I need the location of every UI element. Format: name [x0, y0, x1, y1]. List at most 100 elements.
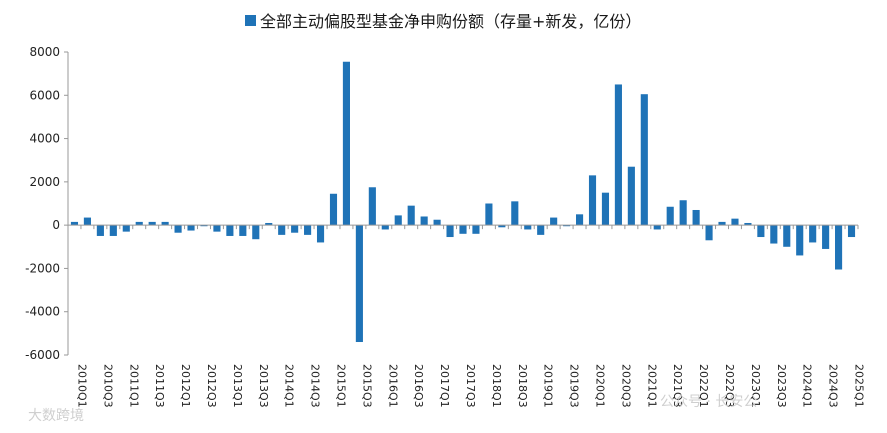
y-tick-label: 4000 — [29, 132, 60, 146]
bar — [109, 225, 117, 236]
bar — [731, 218, 739, 226]
bar — [588, 175, 597, 226]
bar — [744, 222, 752, 226]
y-axis: 8000 6000 4000 2000 0 -2000 -4000 -6000 — [25, 45, 69, 362]
x-tick-label: 2014Q3 — [309, 364, 322, 408]
bar — [614, 84, 622, 226]
x-tick-label: 2019Q1 — [542, 364, 555, 408]
bar — [524, 225, 532, 230]
x-tick-label: 2024Q3 — [827, 364, 840, 408]
bar — [809, 225, 817, 243]
watermark-right: 公众号 · 长安公 — [660, 394, 757, 410]
x-tick-label: 2020Q3 — [619, 364, 632, 408]
bar — [239, 225, 247, 236]
bar — [485, 203, 493, 226]
y-tick-label: 6000 — [29, 88, 60, 102]
x-tick-label: 2018Q1 — [490, 364, 503, 408]
x-tick-label: 2023Q1 — [749, 364, 762, 408]
x-tick-label: 2019Q3 — [568, 364, 581, 408]
legend-swatch — [245, 15, 256, 26]
bar — [770, 225, 778, 244]
bar — [96, 225, 104, 236]
bar — [601, 192, 610, 226]
watermark: 大数跨境 公众号 · 长安公 — [28, 394, 757, 424]
y-tick-label: 0 — [52, 218, 60, 232]
x-tick-label: 2014Q1 — [283, 364, 296, 408]
bar — [511, 201, 519, 226]
bar — [705, 225, 713, 241]
bar — [381, 225, 389, 230]
bar — [355, 225, 363, 343]
x-tick-label: 2013Q3 — [257, 364, 270, 408]
bar — [342, 61, 350, 226]
y-tick-label: 8000 — [29, 45, 60, 59]
x-tick-label: 2017Q1 — [438, 364, 451, 408]
x-axis: 2010Q1 2010Q3 2011Q1 2011Q3 2012Q1 2012Q3 2013… — [67, 224, 866, 408]
x-tick-label: 2016Q3 — [412, 364, 425, 408]
bar — [187, 225, 195, 231]
bar — [200, 225, 208, 227]
x-tick-label: 2015Q1 — [334, 364, 347, 408]
bar — [472, 225, 480, 234]
bar — [122, 225, 130, 232]
bar — [640, 94, 648, 226]
x-tick-label: 2012Q3 — [205, 364, 218, 408]
bar — [627, 166, 635, 226]
x-tick-label: 2016Q1 — [386, 364, 399, 408]
bar — [368, 187, 376, 226]
bar — [822, 225, 830, 249]
bar — [783, 225, 791, 247]
x-tick-label: 2017Q3 — [464, 364, 477, 408]
bar — [433, 219, 441, 226]
x-tick-label: 2011Q1 — [127, 364, 140, 408]
bar — [83, 217, 91, 226]
x-tick-label: 2011Q3 — [153, 364, 166, 408]
y-tick-label: 2000 — [29, 175, 60, 189]
legend: 全部主动偏股型基金净申购份额（存量+新发，亿份） — [245, 12, 641, 31]
bar — [316, 225, 325, 243]
bar — [718, 221, 726, 226]
x-tick-label: 2020Q1 — [594, 364, 607, 408]
x-tick-label: 2021Q1 — [645, 364, 658, 408]
bar — [537, 225, 545, 235]
x-tick-label: 2012Q1 — [179, 364, 192, 408]
x-tick-label: 2025Q1 — [853, 364, 866, 408]
bar — [498, 225, 506, 228]
bar — [679, 200, 687, 226]
x-tick-label: 2015Q3 — [360, 364, 373, 408]
y-tick-label: -6000 — [25, 348, 60, 362]
bar — [576, 214, 584, 226]
bar — [757, 225, 765, 238]
bars — [70, 61, 856, 343]
x-tick-label: 2010Q3 — [101, 364, 114, 408]
bar — [278, 225, 286, 235]
bar — [265, 222, 273, 226]
y-tick-label: -2000 — [25, 261, 60, 275]
legend-label: 全部主动偏股型基金净申购份额（存量+新发，亿份） — [260, 12, 641, 31]
bar — [692, 209, 700, 226]
bar — [252, 225, 260, 240]
bar — [407, 205, 415, 226]
y-tick-label: -4000 — [25, 305, 60, 319]
bar — [666, 206, 674, 226]
bar — [135, 221, 143, 226]
bar — [329, 193, 338, 226]
watermark-left: 大数跨境 — [28, 408, 84, 424]
bar — [653, 225, 661, 230]
bar — [446, 225, 454, 238]
bar — [847, 225, 856, 238]
bar — [459, 225, 467, 234]
bar — [70, 221, 79, 226]
bar — [174, 225, 182, 233]
bar — [835, 225, 843, 270]
x-tick-label: 2022Q3 — [723, 364, 736, 408]
x-tick-label: 2023Q3 — [775, 364, 788, 408]
bar — [304, 225, 312, 235]
x-tick-label: 2024Q1 — [801, 364, 814, 408]
x-tick-label: 2010Q1 — [75, 364, 88, 408]
bar — [291, 225, 299, 233]
x-tick-label: 2013Q1 — [231, 364, 244, 408]
bar — [420, 216, 428, 226]
bar — [550, 217, 558, 226]
